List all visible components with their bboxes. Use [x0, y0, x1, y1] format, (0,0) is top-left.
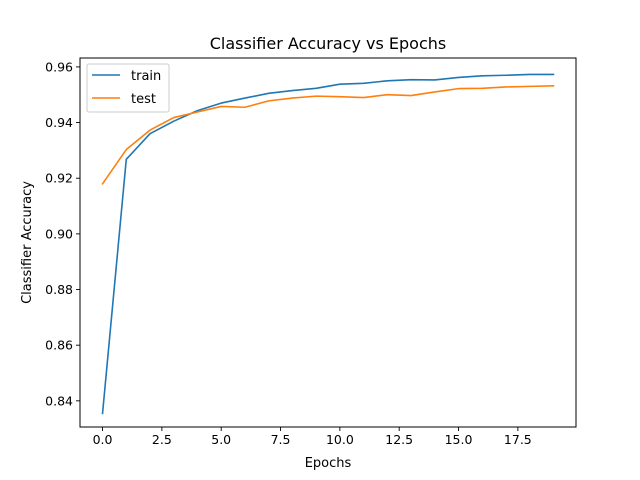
- x-tick-label: 5.0: [211, 432, 231, 447]
- x-axis-label: Epochs: [305, 456, 352, 471]
- y-axis-label: Classifier Accuracy: [20, 181, 35, 304]
- series-line-test: [101, 85, 555, 185]
- legend: train test: [86, 63, 170, 113]
- x-tick-label: 15.0: [445, 432, 473, 447]
- plot-frame: [79, 57, 577, 428]
- y-tick-label: 0.86: [45, 338, 73, 353]
- y-tick-label: 0.92: [45, 171, 73, 186]
- x-tick-label: 0.0: [93, 432, 113, 447]
- y-tick-label: 0.94: [45, 115, 73, 130]
- chart-title: Classifier Accuracy vs Epochs: [210, 34, 446, 53]
- legend-label-test: test: [131, 92, 156, 107]
- x-tick-label: 2.5: [152, 432, 172, 447]
- y-tick-label: 0.84: [45, 393, 73, 408]
- x-tick-label: 10.0: [326, 432, 354, 447]
- legend-label-train: train: [131, 69, 161, 84]
- x-tick-label: 17.5: [504, 432, 532, 447]
- plot-lines: [101, 73, 555, 415]
- x-tick-label: 7.5: [271, 432, 291, 447]
- x-axis-ticks: 0.0 2.5 5.0 7.5 10.0 12.5 15.0 17.5: [93, 427, 532, 447]
- legend-box: [86, 63, 170, 113]
- y-tick-label: 0.96: [45, 59, 73, 74]
- legend-entries: train test: [92, 69, 161, 107]
- y-axis-ticks: 0.84 0.86 0.88 0.90 0.92 0.94 0.96: [45, 59, 80, 408]
- y-tick-label: 0.88: [45, 282, 73, 297]
- y-tick-label: 0.90: [45, 226, 73, 241]
- series-line-train: [101, 73, 555, 415]
- x-tick-label: 12.5: [385, 432, 413, 447]
